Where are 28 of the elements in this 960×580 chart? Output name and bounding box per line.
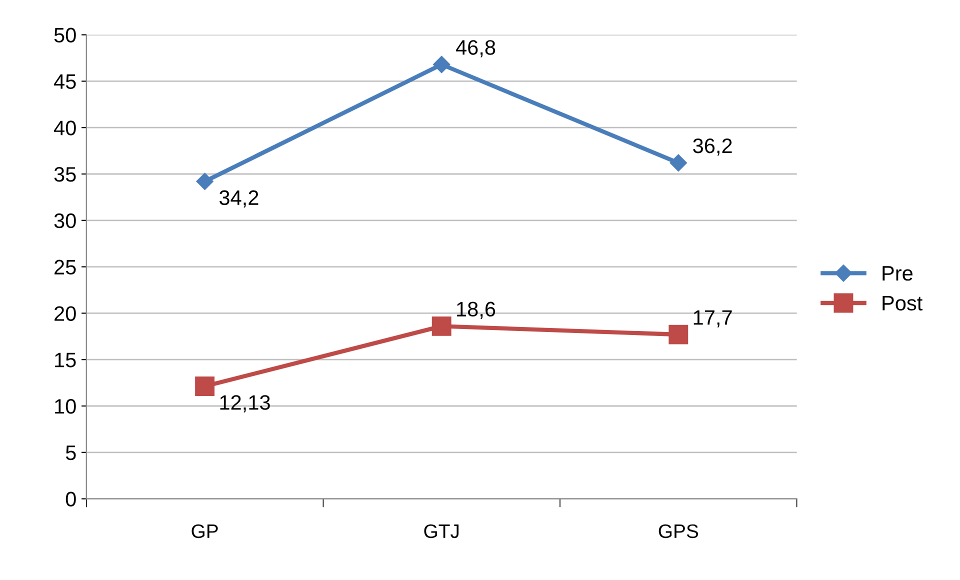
y-tick-label: 0 [66,492,76,507]
y-tick-label: 40 [54,120,76,136]
data-label: 34,2 [219,190,258,208]
point [196,172,214,190]
y-tick-label: 25 [54,260,76,275]
y-tick-label: 20 [54,306,76,321]
y-tick-label: 10 [55,399,76,414]
x-tick-label: GTJ [424,524,459,538]
point [195,376,215,396]
data-label: 17,7 [694,310,732,328]
data-label: 46,8 [456,40,496,58]
x-tick-label: GP [192,524,218,538]
x-tick-label: GPS [658,524,698,538]
legend-label: Post [882,296,923,311]
point [668,324,688,344]
point [432,316,452,336]
data-label: 18,6 [457,302,496,319]
data-label: 36,2 [693,138,732,156]
y-tick-label: 5 [66,446,76,460]
y-tick-label: 15 [55,352,76,368]
point [670,154,687,172]
y-tick-label: 30 [54,213,76,228]
point [433,56,450,74]
y-tick-label: 50 [54,28,76,43]
legend-label: Pre [882,266,912,281]
y-tick-label: 35 [54,167,76,182]
data-label: 12,13 [220,395,270,412]
y-tick-label: 45 [54,74,76,89]
